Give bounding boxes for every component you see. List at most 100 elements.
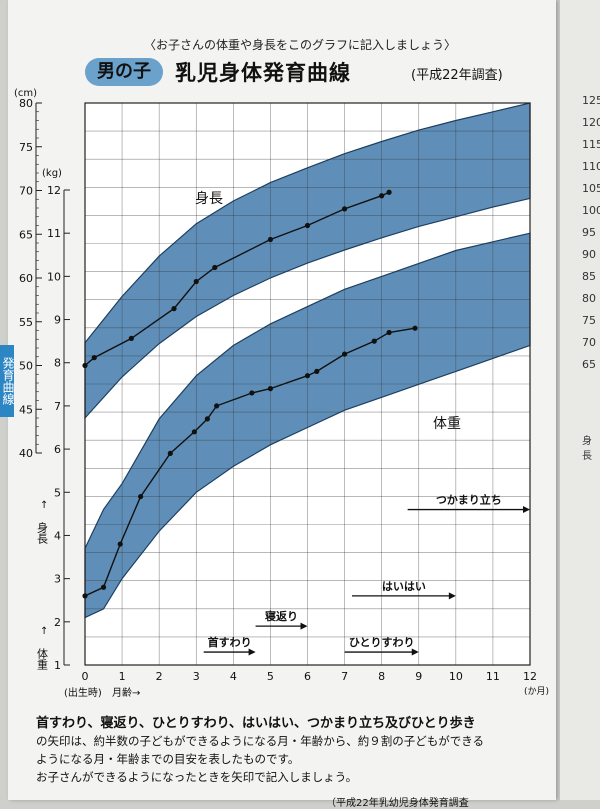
height-tick-label: 65 — [19, 228, 33, 241]
weight-record-line — [84, 327, 416, 597]
x-tick-label: 5 — [267, 670, 274, 683]
next-page-tick: 80 — [582, 292, 596, 305]
plot-frame — [84, 102, 531, 666]
footer-milestones-title: 首すわり、寝返り、ひとりすわり、はいはい、つかまり立ち及びひとり歩き — [36, 716, 476, 731]
weight-tick-label: 12 — [47, 184, 61, 197]
next-page-tick: 105 — [582, 182, 600, 195]
x-tick-label: 6 — [304, 670, 311, 683]
height-tick-label: 80 — [19, 97, 33, 110]
milestone-label: つかまり立ち — [436, 493, 502, 507]
footer-source-cut: （平成22年乳幼児身体発育調査 — [326, 798, 469, 809]
milestone-arrowhead — [523, 506, 530, 514]
milestone-arrowhead — [248, 648, 256, 656]
milestone-arrowhead — [411, 648, 419, 656]
weight-record-point — [204, 416, 210, 422]
footer-notes: 首すわり、寝返り、ひとりすわり、はいはい、つかまり立ち及びひとり歩き の矢印は、… — [36, 712, 546, 809]
height-tick-label: 40 — [19, 447, 33, 460]
milestone-label: はいはい — [382, 580, 426, 593]
next-page-tick: 70 — [582, 336, 596, 349]
milestone-label: 寝返り — [265, 609, 298, 623]
next-page-tick: 120 — [582, 116, 600, 129]
x-tick-label: 8 — [378, 670, 385, 683]
weight-record-point — [191, 429, 197, 435]
side-tab: 発育曲線 — [0, 345, 15, 417]
weight-record-point — [412, 325, 418, 331]
x-unit-label: (か月) — [524, 686, 549, 697]
height-record-point — [212, 264, 218, 271]
x-tick-label: 12 — [523, 670, 537, 683]
x-origin-label: (出生時) — [64, 686, 102, 699]
next-page-tick: 95 — [582, 226, 596, 239]
weight-record-point — [371, 338, 377, 344]
page-title: 乳児身体発育曲線 — [175, 61, 351, 85]
milestone-arrowhead — [300, 622, 308, 630]
weight-record-point — [249, 390, 255, 396]
weight-tick-label: 2 — [54, 616, 61, 629]
weight-tick-label: 1 — [54, 659, 61, 672]
weight-tick-label: 3 — [54, 573, 61, 586]
footer-line-3: お子さんができるようになったときを矢印で記入しましょう。 — [36, 770, 358, 784]
weight-tick-label: 4 — [54, 529, 61, 542]
next-page-tick: 100 — [582, 204, 600, 217]
weight-record-point — [167, 450, 173, 457]
height-band-label: 身長 — [195, 191, 223, 207]
weight-arrow-glyph: ↑ — [40, 626, 48, 637]
height-record-point — [128, 335, 134, 341]
x-axis-label: 月齢→ — [112, 686, 140, 699]
height-record-point — [267, 236, 274, 243]
weight-record-point — [138, 493, 144, 500]
height-record-point — [171, 306, 177, 312]
height-tick-label: 50 — [19, 360, 33, 373]
x-tick-label: 11 — [486, 670, 500, 683]
weight-tick-label: 7 — [54, 400, 61, 413]
weight-unit-label: (kg) — [42, 168, 62, 179]
weight-record-point — [82, 593, 88, 599]
x-tick-label: 7 — [341, 670, 348, 683]
height-record-point — [379, 193, 385, 199]
height-record-point — [82, 362, 88, 369]
height-tick-label: 55 — [19, 316, 33, 329]
height-tick-label: 45 — [19, 403, 33, 416]
height-unit-label: (cm) — [14, 88, 37, 99]
next-page-tick: 75 — [582, 314, 596, 327]
next-page-tick: 65 — [582, 358, 596, 371]
weight-tick-label: 5 — [54, 486, 61, 499]
weight-tick-label: 6 — [54, 443, 61, 456]
height-record-point — [386, 189, 392, 195]
weight-record-point — [117, 541, 123, 547]
boy-badge: 男の子 — [85, 58, 163, 86]
weight-band-label: 体重 — [433, 416, 461, 432]
x-tick-label: 3 — [193, 670, 200, 683]
height-axis-label: 身長 — [36, 521, 49, 545]
x-tick-label: 0 — [82, 670, 89, 683]
next-page-tick: 90 — [582, 248, 596, 261]
next-page-edge: 125 120 115 110 105 100 95 90 85 80 75 70 65 身長 — [560, 0, 600, 800]
height-tick-label: 75 — [19, 141, 33, 154]
next-page-tick: 85 — [582, 270, 596, 283]
height-record-point — [341, 206, 348, 212]
next-page-tick: 115 — [582, 138, 600, 151]
instruction-text: 〈お子さんの体重や身長をこのグラフに記入しましょう〉 — [143, 38, 456, 52]
x-tick-label: 4 — [230, 670, 237, 683]
weight-tick-label: 10 — [47, 270, 61, 283]
x-tick-label: 10 — [449, 670, 463, 683]
next-page-tick: 110 — [582, 160, 600, 173]
height-tick-label: 60 — [19, 272, 33, 285]
weight-axis-label: 体重 — [36, 647, 49, 670]
height-record-point — [91, 355, 97, 361]
height-record-point — [193, 278, 199, 285]
height-arrow-glyph: ↑ — [40, 500, 48, 511]
milestone-label: ひとりすわり — [349, 636, 415, 649]
x-tick-label: 9 — [415, 670, 422, 683]
survey-subtitle: (平成22年調査) — [411, 68, 503, 83]
x-tick-label: 2 — [156, 670, 163, 683]
next-page-tick: 125 — [582, 94, 600, 107]
footer-line-1: の矢印は、約半数の子どもができるようになる月・年齢から、約９割の子どもができる — [36, 734, 485, 748]
footer-line-2: ようになる月・年齢までの目安を表したものです。 — [36, 752, 300, 766]
weight-tick-label: 11 — [47, 227, 61, 240]
weight-tick-label: 9 — [54, 314, 61, 327]
weight-record-point — [100, 584, 107, 590]
weight-tick-label: 8 — [54, 357, 61, 370]
milestone-arrowhead — [448, 592, 456, 600]
next-page-height-label: 身長 — [582, 436, 592, 462]
